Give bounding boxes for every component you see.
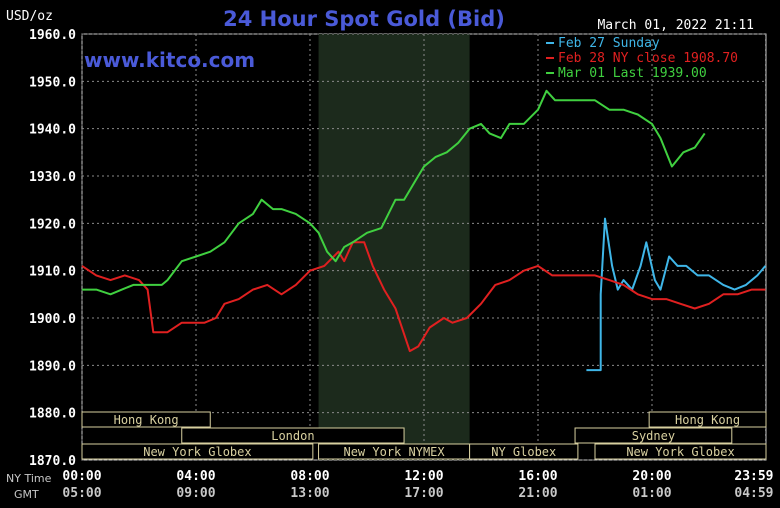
session-bar — [594, 443, 767, 460]
legend-item-feb28: Feb 28 NY close 1908.70 — [546, 51, 738, 66]
x-tick-label-gmt: 05:00 — [62, 486, 101, 501]
session-bar — [574, 427, 733, 444]
x-tick-label-ny: 12:00 — [404, 469, 443, 484]
x-tick-label-ny: 00:00 — [62, 469, 101, 484]
session-label: Hong Kong — [114, 413, 179, 427]
y-tick-label: 1930.0 — [29, 170, 76, 185]
legend-item-feb27: Feb 27 Sunday — [546, 36, 660, 51]
session-bar — [648, 411, 767, 428]
x-tick-label-ny: 23:59 — [734, 469, 773, 484]
chart-title: 24 Hour Spot Gold (Bid) — [223, 7, 505, 31]
y-tick-label: 1960.0 — [29, 28, 76, 43]
shaded-window — [318, 34, 470, 460]
y-tick-label: 1880.0 — [29, 407, 76, 422]
x-tick-label-gmt: 01:00 — [632, 486, 671, 501]
session-label: Sydney — [632, 429, 675, 443]
watermark: www.kitco.com — [84, 48, 255, 72]
session-label: New York Globex — [143, 445, 251, 459]
y-tick-label: 1920.0 — [29, 217, 76, 232]
session-bar — [81, 411, 211, 428]
y-tick-label: 1870.0 — [29, 454, 76, 469]
series-lines — [81, 89, 767, 372]
x-tick-label-ny: 16:00 — [518, 469, 557, 484]
legend: Feb 27 Sunday Feb 28 NY close 1908.70 Ma… — [546, 36, 738, 81]
session-label: London — [271, 429, 314, 443]
unit-label: USD/oz — [6, 9, 53, 24]
x-tick-label-gmt: 04:59 — [734, 486, 773, 501]
session-label: Hong Kong — [675, 413, 740, 427]
x-tick-label-gmt: 13:00 — [290, 486, 329, 501]
session-bar — [469, 443, 579, 460]
legend-label-mar01: Mar 01 Last 1939.00 — [558, 66, 707, 81]
x-row-label-gmt: GMT — [14, 488, 39, 501]
x-tick-label-gmt: 21:00 — [518, 486, 557, 501]
session-label: New York Globex — [626, 445, 734, 459]
x-tick-label-ny: 20:00 — [632, 469, 671, 484]
x-tick-labels: 00:00 05:00 04:00 09:00 08:00 13:00 12:00 17:00… — [62, 469, 773, 501]
y-tick-label: 1950.0 — [29, 75, 76, 90]
x-tick-label-ny: 08:00 — [290, 469, 329, 484]
y-tick-label: 1910.0 — [29, 265, 76, 280]
session-label: NY Globex — [491, 445, 556, 459]
y-tick-label: 1900.0 — [29, 312, 76, 327]
y-tick-label: 1940.0 — [29, 123, 76, 138]
x-tick-label-gmt: 17:00 — [404, 486, 443, 501]
legend-label-feb28: Feb 28 NY close 1908.70 — [558, 51, 738, 66]
x-tick-label-ny: 04:00 — [176, 469, 215, 484]
session-bar — [181, 427, 405, 444]
shaded-window-rect — [318, 34, 470, 460]
session-bar — [81, 443, 314, 460]
legend-item-mar01: Mar 01 Last 1939.00 — [546, 66, 707, 81]
y-tick-label: 1890.0 — [29, 359, 76, 374]
series-line-2 — [82, 89, 706, 296]
x-tick-label-gmt: 09:00 — [176, 486, 215, 501]
series-line-1 — [81, 241, 766, 353]
series-line-0 — [586, 217, 767, 372]
datestamp: March 01, 2022 21:11 — [597, 18, 754, 33]
session-label: New York NYMEX — [343, 445, 445, 459]
legend-label-feb27: Feb 27 Sunday — [558, 36, 660, 51]
session-bars: Hong Kong Hong Kong London Sydney New York G… — [81, 411, 767, 460]
y-tick-labels: 1960.0 1950.0 1940.0 1930.0 1920.0 1910.0 1900… — [29, 28, 76, 469]
x-row-label-ny: NY Time — [6, 472, 52, 485]
